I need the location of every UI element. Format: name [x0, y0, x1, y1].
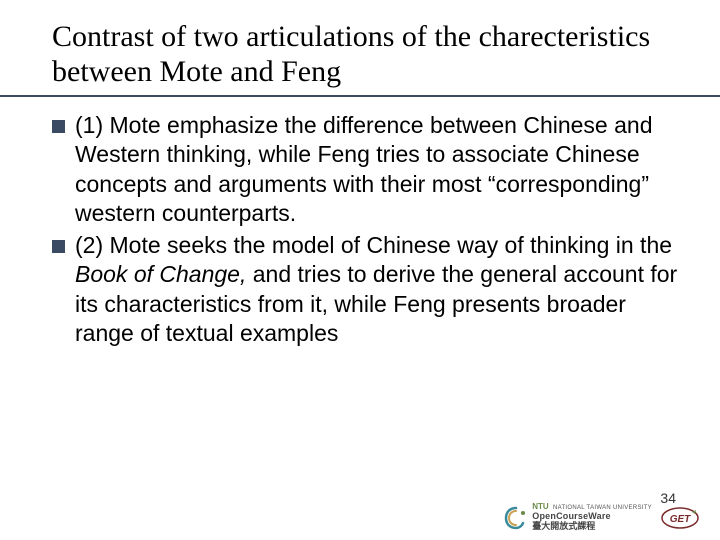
square-bullet-icon: [52, 120, 65, 133]
footer: NTU NATIONAL TAIWAN UNIVERSITY OpenCours…: [504, 503, 700, 532]
slide-body: (1) Mote emphasize the difference betwee…: [0, 111, 720, 349]
bullet-prefix: (2) Mote seeks the model of Chinese way …: [75, 232, 672, 258]
ntu-label: NTU: [532, 502, 548, 511]
ocw-swirl-icon: [504, 506, 528, 530]
ocw-text-block: NTU NATIONAL TAIWAN UNIVERSITY OpenCours…: [532, 503, 652, 532]
bullet-italic: Book of Change,: [75, 261, 246, 287]
bullet-item: (1) Mote emphasize the difference betwee…: [52, 111, 684, 229]
ocw-chinese-line: 臺大開放式課程: [532, 522, 652, 532]
slide-title: Contrast of two articulations of the cha…: [0, 0, 720, 97]
bullet-text: (2) Mote seeks the model of Chinese way …: [75, 231, 684, 349]
svg-text:GET: GET: [670, 514, 691, 525]
bullet-prefix: (1) Mote emphasize the difference betwee…: [75, 112, 652, 226]
ocw-logo: NTU NATIONAL TAIWAN UNIVERSITY OpenCours…: [504, 503, 652, 532]
bullet-item: (2) Mote seeks the model of Chinese way …: [52, 231, 684, 349]
square-bullet-icon: [52, 240, 65, 253]
bullet-text: (1) Mote emphasize the difference betwee…: [75, 111, 684, 229]
get-logo-icon: GET: [660, 506, 700, 530]
slide-container: Contrast of two articulations of the cha…: [0, 0, 720, 540]
